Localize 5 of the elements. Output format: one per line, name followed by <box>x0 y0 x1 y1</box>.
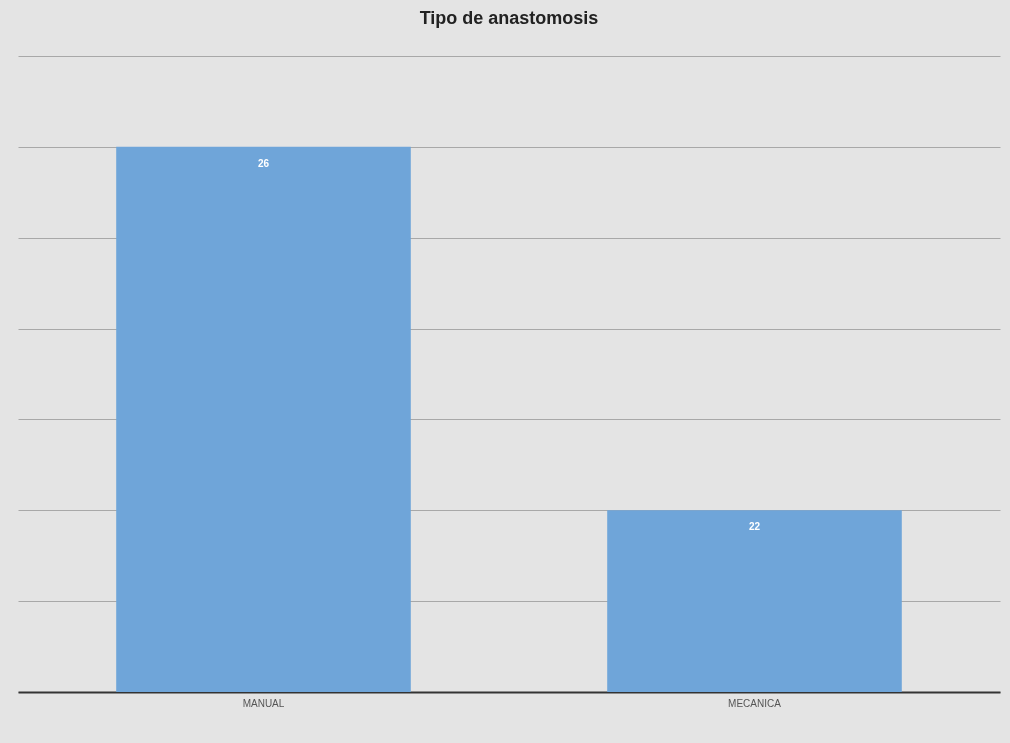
x-tick-label: MANUAL <box>242 697 285 709</box>
data-label: 26 <box>257 157 270 169</box>
chart-title: Tipo de anastomosis <box>419 8 599 28</box>
x-tick-label: MECANICA <box>728 697 782 709</box>
data-label: 22 <box>748 521 761 533</box>
